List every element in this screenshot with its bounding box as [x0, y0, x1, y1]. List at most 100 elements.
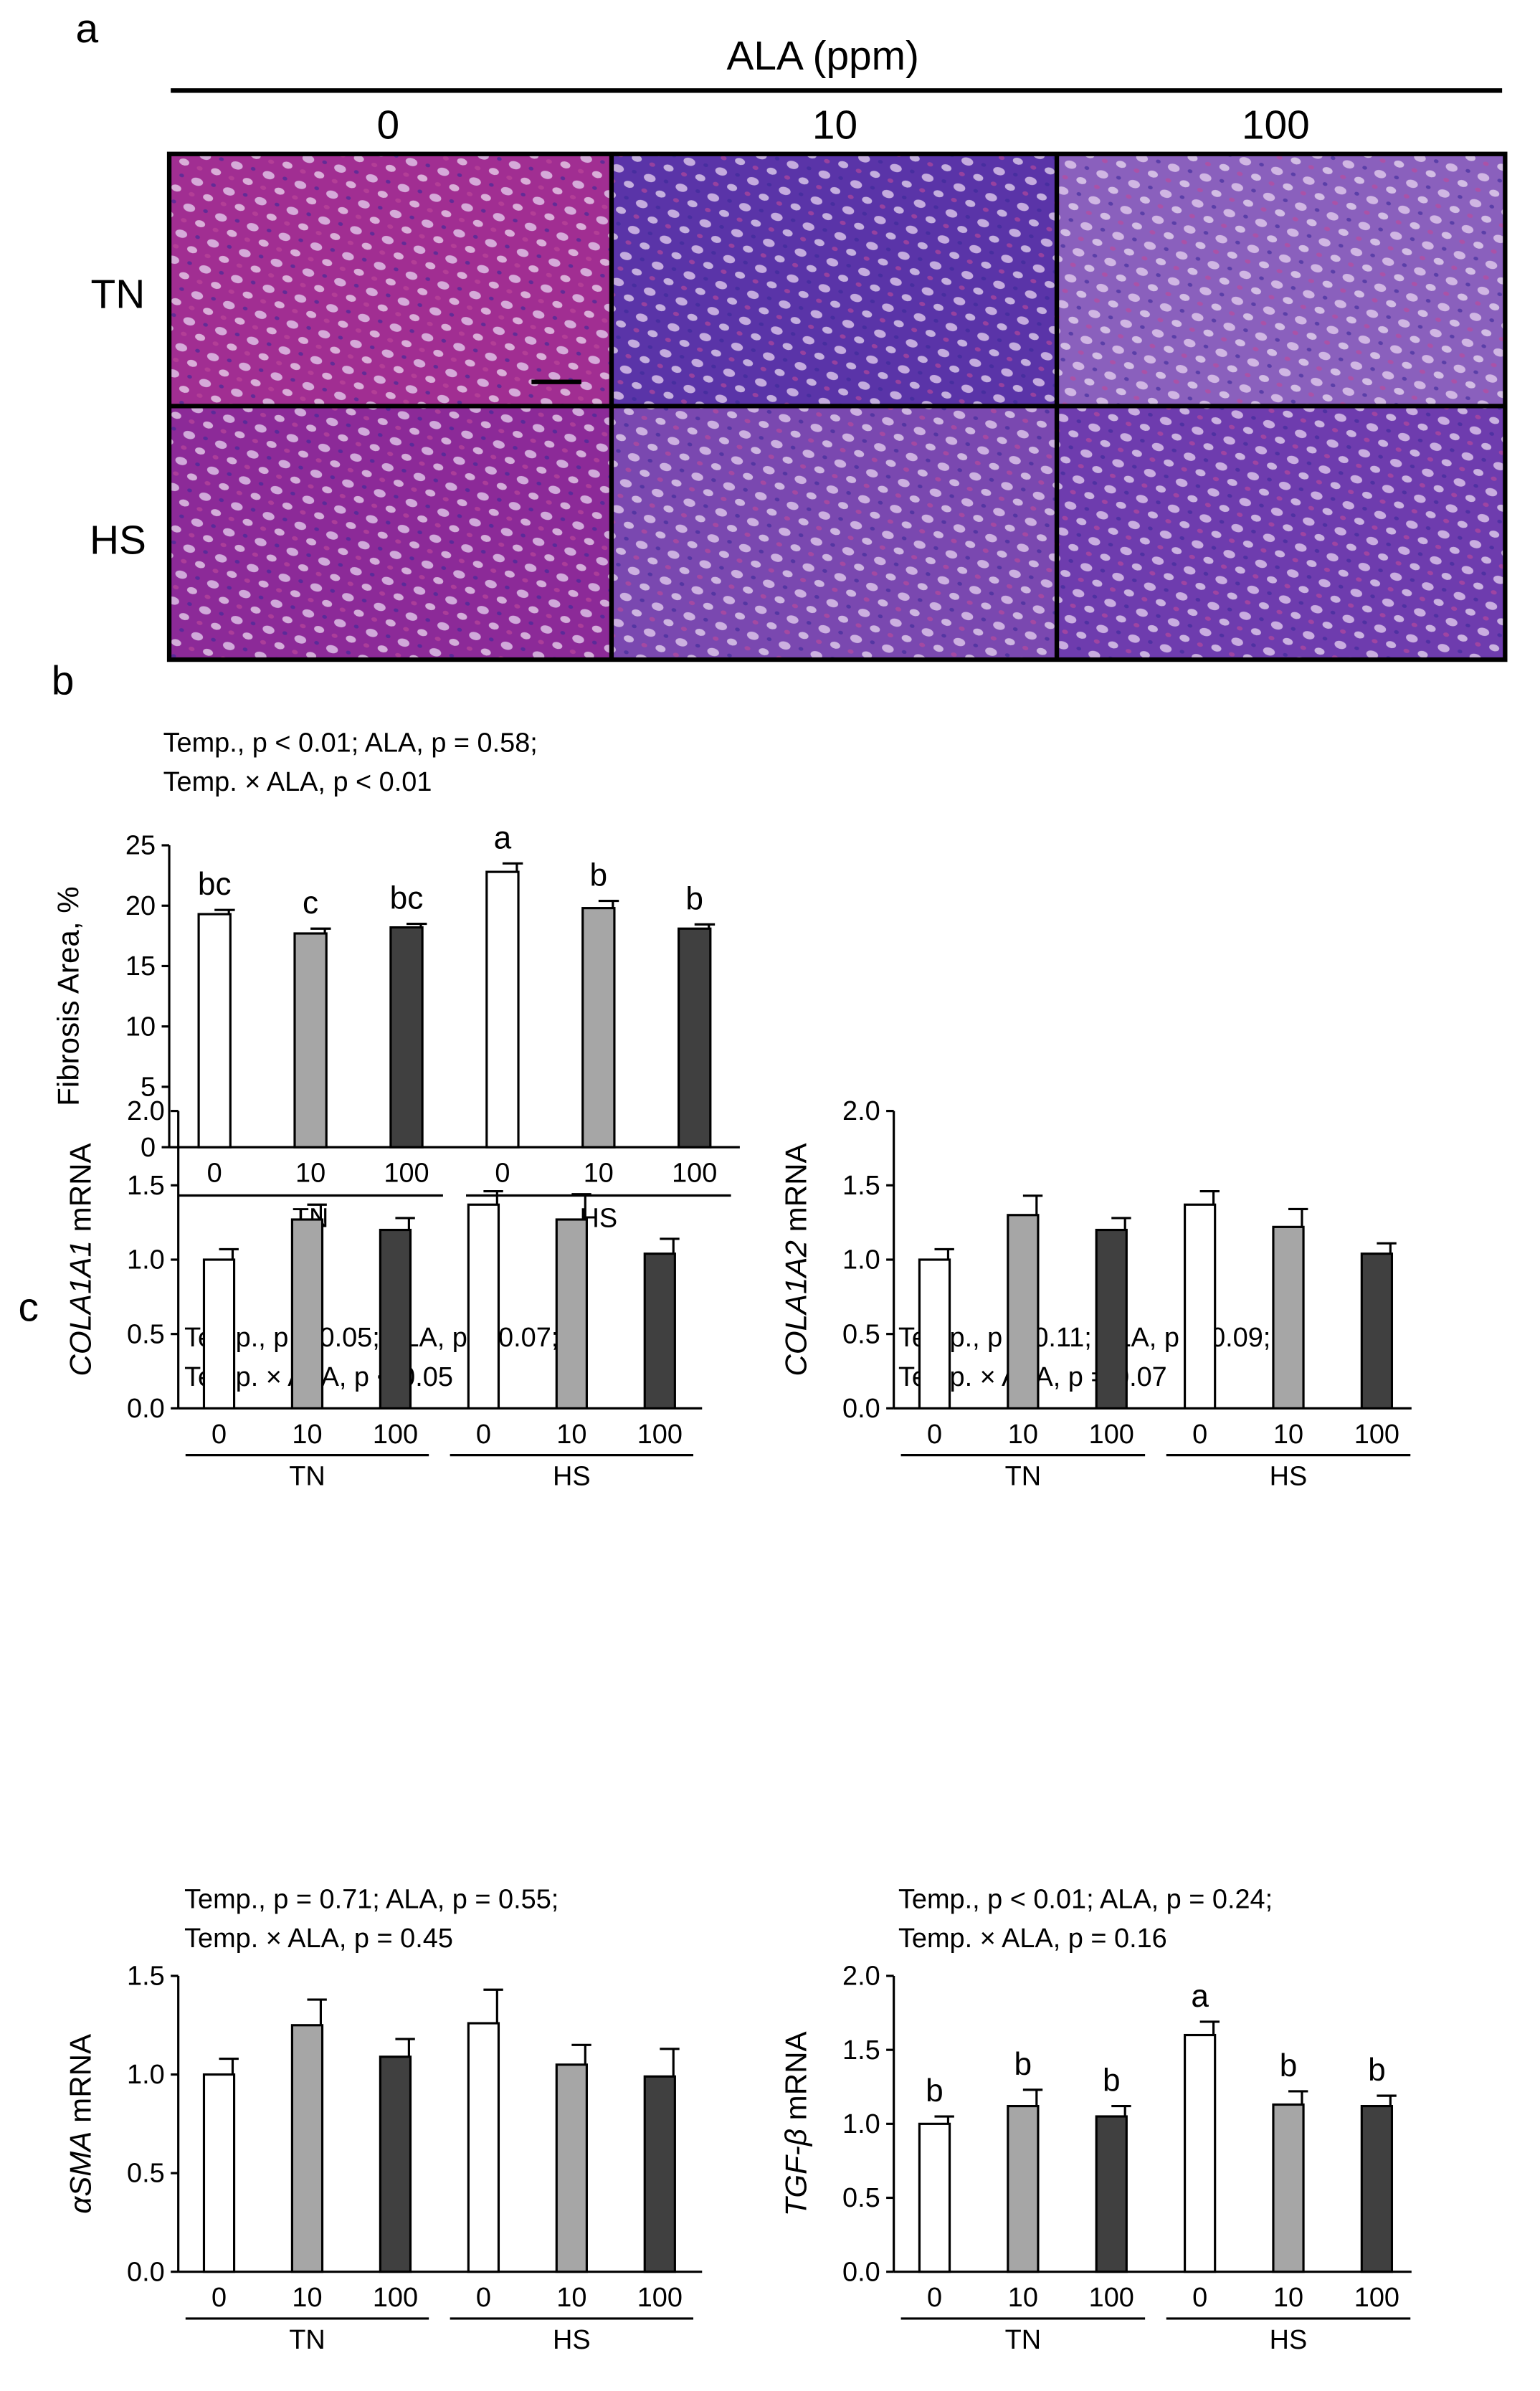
- significance-letter: b: [685, 881, 703, 916]
- y-tick-label: 5: [141, 1073, 156, 1103]
- group-label: HS: [1270, 2325, 1308, 2355]
- bar: [1007, 2105, 1040, 2273]
- bar: [290, 2024, 324, 2273]
- y-tick-label: 1.0: [842, 2109, 880, 2139]
- bar: [379, 2055, 412, 2273]
- significance-letter: bc: [198, 867, 232, 902]
- stats-text: Temp., p < 0.01; ALA, p = 0.58;: [163, 728, 538, 759]
- x-tick-label: 10: [295, 1159, 325, 1189]
- panel-a-title: ALA (ppm): [726, 34, 918, 79]
- y-tick-label: 2.0: [127, 1096, 165, 1126]
- bar: [1360, 1252, 1394, 1410]
- significance-letter: b: [1368, 2053, 1386, 2088]
- histology-grid: [166, 151, 1508, 662]
- bar: [202, 1258, 236, 1410]
- column-label: 100: [1242, 103, 1310, 148]
- x-tick-label: 100: [373, 2283, 418, 2313]
- x-tick-label: 10: [1273, 1420, 1303, 1450]
- chart: Temp., p < 0.01; ALA, p = 0.24; Temp. × A…: [779, 1884, 1412, 2355]
- group-label: TN: [1005, 1462, 1042, 1492]
- bar: [555, 2063, 588, 2273]
- y-tick-label: 10: [125, 1012, 156, 1042]
- significance-letter: c: [303, 885, 318, 921]
- bar: [1095, 2115, 1128, 2273]
- y-axis-title: Fibrosis Area, %: [52, 886, 85, 1106]
- y-tick-label: 0.5: [127, 1319, 165, 1349]
- bar: [678, 927, 712, 1149]
- histology-texture: [169, 406, 612, 660]
- significance-letter: a: [494, 820, 512, 855]
- y-tick-label: 0.0: [127, 2257, 165, 2287]
- y-tick-label: 1.5: [127, 1171, 165, 1201]
- y-tick-label: 1.5: [127, 1962, 165, 1992]
- stats-text: Temp., p < 0.05; ALA, p = 0.07;: [184, 1323, 559, 1353]
- row-label: TN: [91, 272, 146, 318]
- bar: [467, 2022, 500, 2273]
- y-axis-title: αSMA mRNA: [64, 2034, 98, 2214]
- x-tick-label: 0: [927, 1420, 942, 1450]
- bar: [643, 1252, 676, 1410]
- bar: [1183, 2033, 1217, 2273]
- significance-letter: b: [1014, 2047, 1032, 2082]
- y-axis-space: [64, 1232, 98, 1240]
- column-label: 0: [377, 103, 400, 148]
- x-tick-label: 0: [1192, 2283, 1207, 2313]
- bar: [1007, 1214, 1040, 1410]
- x-tick-label: 100: [384, 1159, 429, 1189]
- x-tick-label: 0: [1192, 1420, 1207, 1450]
- x-tick-label: 100: [1089, 2283, 1134, 2313]
- bar: [918, 1258, 951, 1410]
- y-axis-space: [779, 2120, 813, 2129]
- y-tick-label: 0: [141, 1133, 156, 1163]
- panel-label: a: [76, 6, 99, 52]
- significance-letter: a: [1191, 1979, 1209, 2014]
- y-tick-label: 0.5: [127, 2159, 165, 2189]
- y-tick-label: 2.0: [842, 1962, 880, 1992]
- group-label: HS: [1270, 1462, 1308, 1492]
- histology-texture: [611, 153, 1057, 407]
- x-tick-label: 100: [373, 1420, 418, 1450]
- y-axis-unit: mRNA: [64, 1143, 98, 1232]
- y-tick-label: 1.0: [127, 1245, 165, 1275]
- group-label: TN: [1005, 2325, 1042, 2355]
- group-label: TN: [289, 1462, 325, 1492]
- x-tick-label: 10: [556, 2283, 586, 2313]
- x-tick-label: 0: [495, 1159, 510, 1189]
- y-tick-label: 0.5: [842, 1319, 880, 1349]
- y-tick-label: 15: [125, 951, 156, 981]
- histology-texture: [611, 406, 1057, 660]
- y-tick-label: 0.0: [842, 1394, 880, 1424]
- x-tick-label: 10: [1008, 2283, 1038, 2313]
- y-tick-label: 1.5: [842, 1171, 880, 1201]
- x-tick-label: 100: [1089, 1420, 1134, 1450]
- bar: [202, 2073, 236, 2273]
- x-tick-label: 10: [1273, 2283, 1303, 2313]
- bar: [293, 932, 328, 1149]
- y-axis-gene: αSMA: [64, 2131, 98, 2214]
- y-axis-gene: COLA1A1: [64, 1240, 98, 1377]
- bar: [581, 907, 616, 1149]
- y-tick-label: 20: [125, 891, 156, 921]
- y-axis-unit: mRNA: [779, 1143, 813, 1232]
- y-axis-gene: TGF-β: [779, 2129, 813, 2216]
- y-axis-gene: COLA1A2: [779, 1240, 813, 1377]
- panel-label: b: [52, 658, 75, 703]
- histology-texture: [169, 153, 612, 407]
- bar: [918, 2122, 951, 2273]
- bar: [643, 2075, 676, 2273]
- y-tick-label: 1.5: [842, 2035, 880, 2066]
- significance-letter: b: [590, 857, 608, 893]
- histology-texture: [1057, 153, 1506, 407]
- y-tick-label: 25: [125, 831, 156, 861]
- stats-text: Temp. × ALA, p = 0.45: [184, 1924, 453, 1954]
- y-axis-space: [779, 1232, 813, 1240]
- bar: [1095, 1228, 1128, 1410]
- x-tick-label: 10: [584, 1159, 614, 1189]
- significance-letter: b: [1103, 2063, 1121, 2098]
- stats-text: Temp., p = 0.71; ALA, p = 0.55;: [184, 1884, 559, 1914]
- x-tick-label: 0: [207, 1159, 222, 1189]
- bar: [197, 913, 232, 1149]
- x-tick-label: 0: [211, 1420, 227, 1450]
- group-label: HS: [553, 2325, 591, 2355]
